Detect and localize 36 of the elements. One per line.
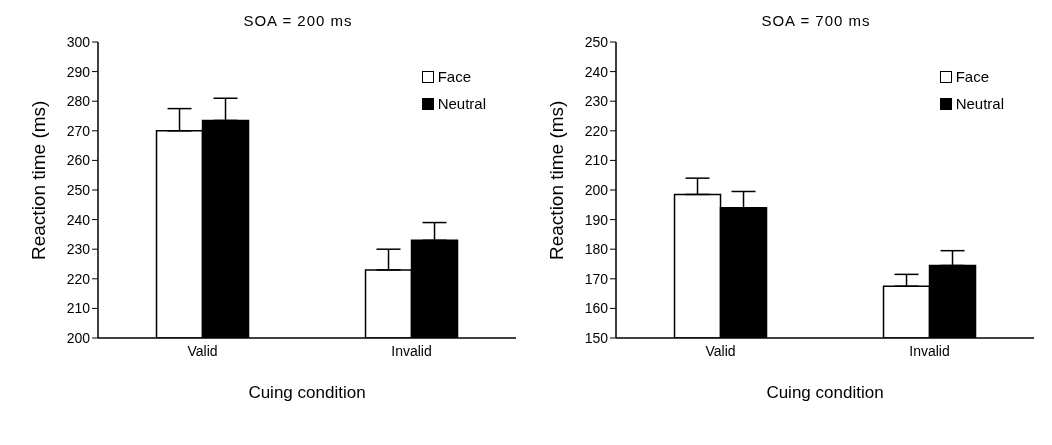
- chart-title: SOA = 200 ms: [242, 12, 354, 29]
- y-tick-label: 240: [66, 211, 91, 228]
- x-tick-label: Valid: [187, 342, 218, 359]
- y-tick-label: 200: [584, 181, 609, 198]
- y-tick-label: 240: [584, 63, 609, 80]
- y-axis-title: Reaction time (ms): [27, 100, 49, 260]
- x-tick-label: Invalid: [909, 342, 950, 359]
- y-tick-label: 300: [66, 33, 91, 50]
- y-tick-label: 270: [66, 122, 91, 139]
- x-axis-title: Cuing condition: [766, 383, 884, 402]
- y-tick-label: 290: [66, 63, 91, 80]
- y-tick-label: 210: [66, 300, 91, 317]
- y-tick-label: 210: [584, 152, 609, 169]
- y-tick-label: 150: [584, 329, 609, 346]
- y-tick-label: 250: [66, 181, 91, 198]
- legend-label: Face: [437, 68, 471, 85]
- y-tick-label: 190: [584, 211, 609, 228]
- x-tick-label: Invalid: [391, 342, 432, 359]
- y-tick-label: 230: [66, 241, 91, 258]
- x-axis-title: Cuing condition: [248, 383, 366, 402]
- y-tick-label: 180: [584, 241, 609, 258]
- y-axis-title: Reaction time (ms): [545, 100, 567, 260]
- legend-label: Face: [955, 68, 989, 85]
- y-tick-label: 170: [584, 270, 609, 287]
- y-tick-label: 160: [584, 300, 609, 317]
- chart-title: SOA = 700 ms: [760, 12, 872, 29]
- legend-label: Neutral: [955, 95, 1004, 112]
- y-tick-label: 280: [66, 93, 91, 110]
- y-tick-label: 250: [584, 33, 609, 50]
- x-tick-label: Valid: [705, 342, 736, 359]
- y-tick-label: 220: [66, 270, 91, 287]
- y-tick-label: 220: [584, 122, 609, 139]
- y-tick-label: 200: [66, 329, 91, 346]
- y-tick-label: 260: [66, 152, 91, 169]
- legend-label: Neutral: [437, 95, 486, 112]
- y-tick-label: 230: [584, 93, 609, 110]
